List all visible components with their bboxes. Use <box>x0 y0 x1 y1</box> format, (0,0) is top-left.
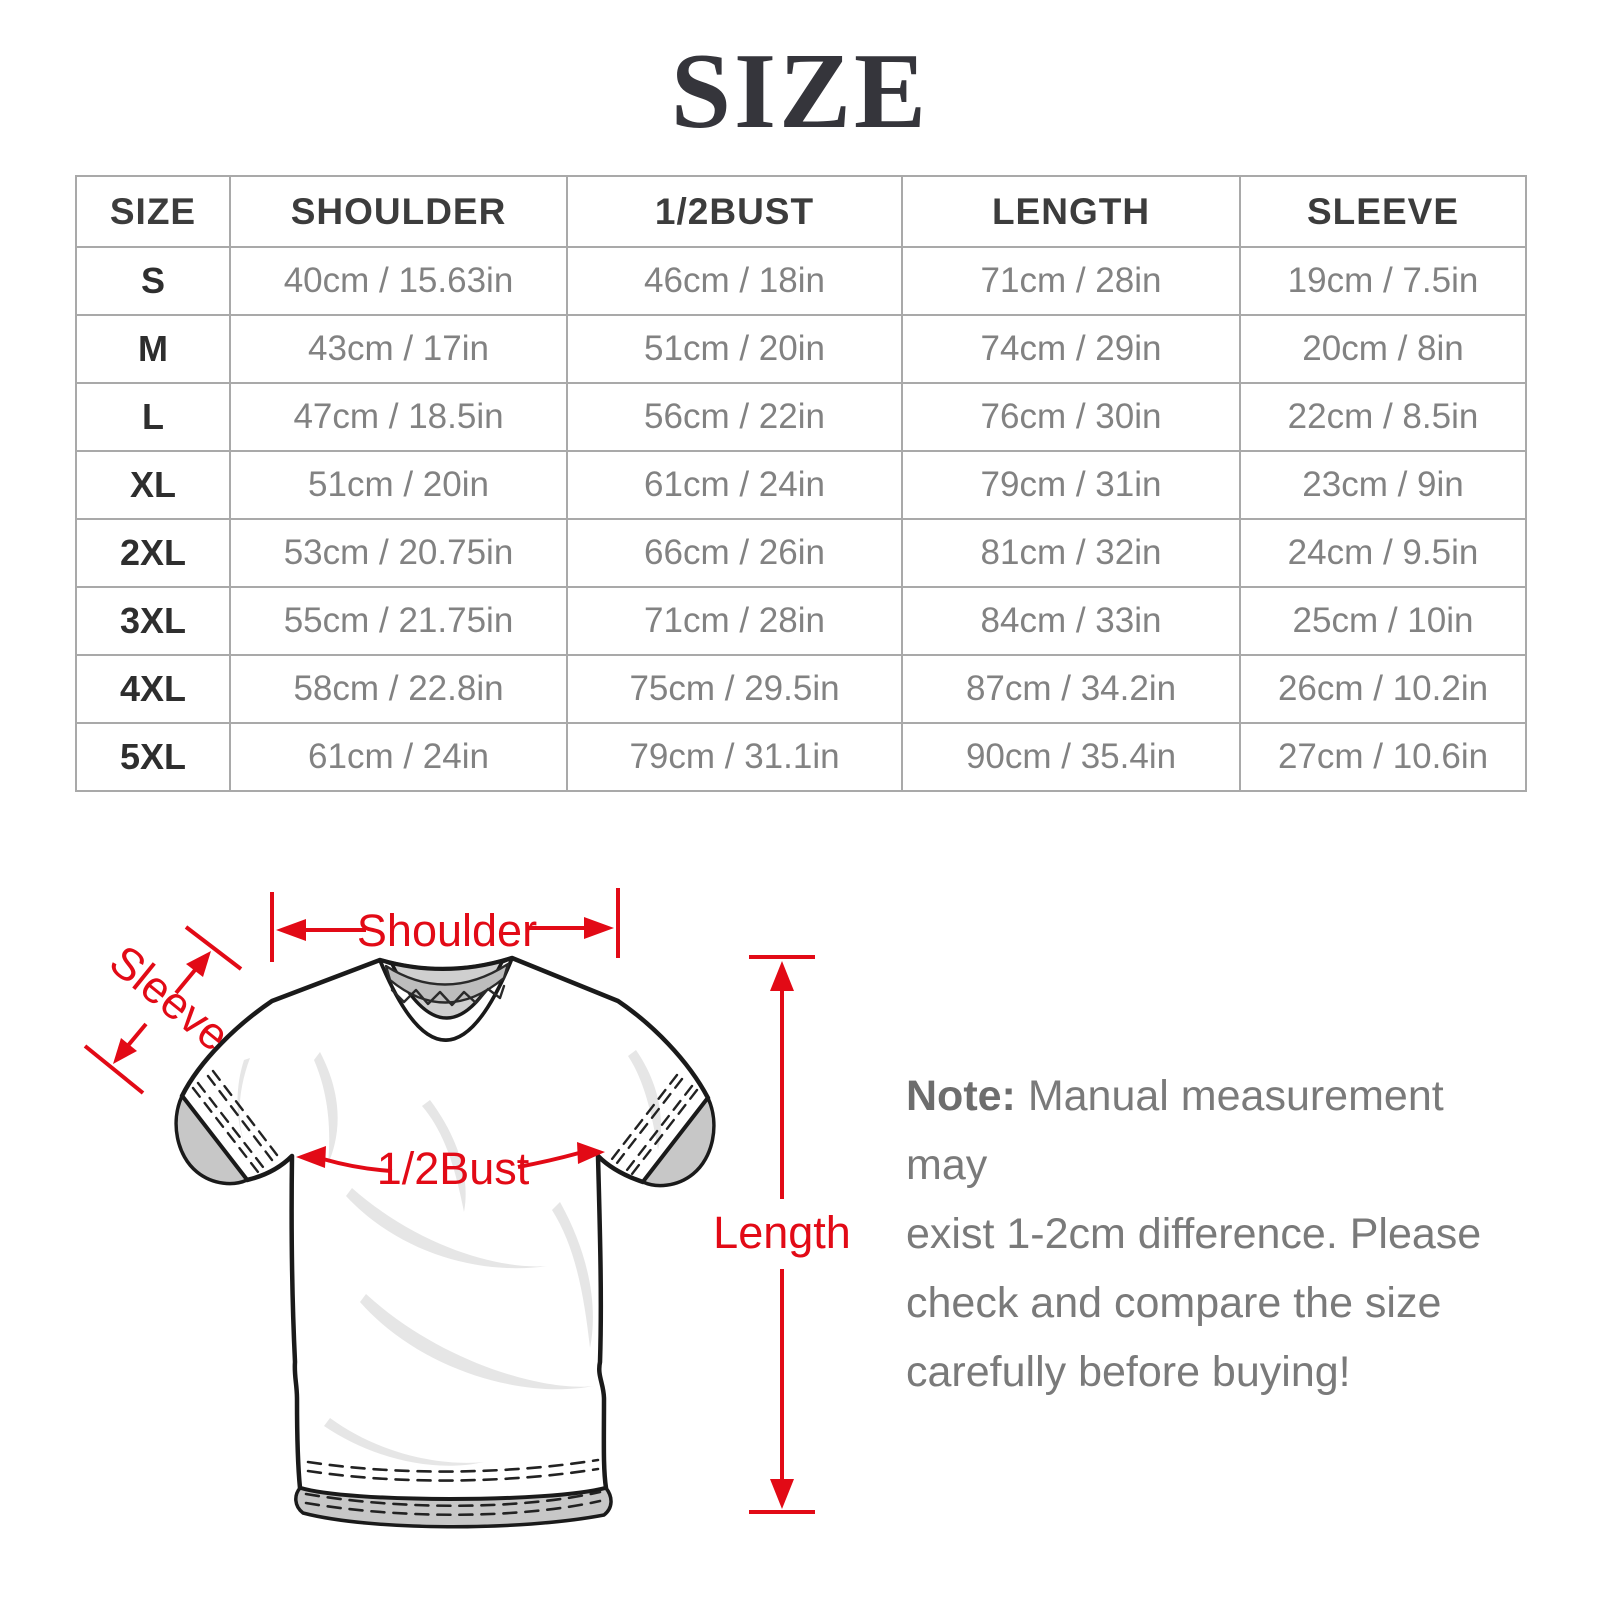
back-collar-rib-band <box>384 962 510 1004</box>
measurement-value: 79cm / 31in <box>901 450 1241 520</box>
length-label: Length <box>713 1207 851 1258</box>
measurement-value: 58cm / 22.8in <box>229 654 568 724</box>
length-annotation: Length <box>713 955 851 1514</box>
measurement-value: 81cm / 32in <box>901 518 1241 588</box>
measurement-value: 71cm / 28in <box>566 586 903 656</box>
sleeve-tick-bottom <box>83 1044 145 1095</box>
measurement-value: 87cm / 34.2in <box>901 654 1241 724</box>
right-cuff-opening <box>641 1096 716 1188</box>
measurement-value: 90cm / 35.4in <box>901 722 1241 792</box>
measurement-value: 23cm / 9in <box>1239 450 1527 520</box>
shoulder-arrowhead-right <box>584 917 614 939</box>
measurement-value: 19cm / 7.5in <box>1239 246 1527 316</box>
bust-label: 1/2Bust <box>377 1143 530 1194</box>
measurement-value: 51cm / 20in <box>229 450 568 520</box>
size-label: 4XL <box>75 654 231 724</box>
column-header-bust: 1/2BUST <box>566 175 903 248</box>
measurement-value: 26cm / 10.2in <box>1239 654 1527 724</box>
length-arrowhead-up <box>770 961 794 991</box>
size-table: SIZE SHOULDER 1/2BUST LENGTH SLEEVE S 40… <box>75 175 1527 792</box>
measurement-value: 20cm / 8in <box>1239 314 1527 384</box>
table-row-2xl: 2XL 53cm / 20.75in 66cm / 26in 81cm / 32… <box>75 518 1527 588</box>
size-label: 3XL <box>75 586 231 656</box>
shoulder-annotation: Shoulder <box>270 888 620 962</box>
bust-arrowhead-right <box>577 1142 605 1164</box>
size-label: 2XL <box>75 518 231 588</box>
table-header-row: SIZE SHOULDER 1/2BUST LENGTH SLEEVE <box>75 175 1527 248</box>
measurement-value: 56cm / 22in <box>566 382 903 452</box>
size-label: L <box>75 382 231 452</box>
measurement-value: 25cm / 10in <box>1239 586 1527 656</box>
measurement-value: 46cm / 18in <box>566 246 903 316</box>
column-header-length: LENGTH <box>901 175 1241 248</box>
sleeve-arrowhead-down <box>113 1038 137 1064</box>
size-label: S <box>75 246 231 316</box>
sleeve-arrowhead-up <box>186 951 211 977</box>
shoulder-arrowhead-left <box>276 919 306 941</box>
note-line: exist 1-2cm difference. Please <box>906 1210 1482 1258</box>
measurement-value: 51cm / 20in <box>566 314 903 384</box>
sleeve-tick-top <box>184 925 243 971</box>
column-header-shoulder: SHOULDER <box>229 175 568 248</box>
cuff-stitching <box>191 1069 699 1176</box>
page-title: SIZE <box>670 32 930 151</box>
measurement-value: 75cm / 29.5in <box>566 654 903 724</box>
measurement-value: 61cm / 24in <box>229 722 568 792</box>
table-row-s: S 40cm / 15.63in 46cm / 18in 71cm / 28in… <box>75 246 1527 316</box>
length-arrowhead-down <box>770 1479 794 1509</box>
measurement-value: 47cm / 18.5in <box>229 382 568 452</box>
size-label: XL <box>75 450 231 520</box>
measurement-value: 53cm / 20.75in <box>229 518 568 588</box>
measurement-value: 76cm / 30in <box>901 382 1241 452</box>
note-label: Note: <box>906 1072 1016 1120</box>
bust-annotation: 1/2Bust <box>296 1142 605 1194</box>
front-collar-band <box>378 956 514 1042</box>
column-header-size: SIZE <box>75 175 231 248</box>
table-row-4xl: 4XL 58cm / 22.8in 75cm / 29.5in 87cm / 3… <box>75 654 1527 724</box>
measurement-value: 84cm / 33in <box>901 586 1241 656</box>
measurement-value: 79cm / 31.1in <box>566 722 903 792</box>
measurement-value: 27cm / 10.6in <box>1239 722 1527 792</box>
left-cuff-opening <box>174 1094 249 1186</box>
hem-stitching <box>304 1458 602 1517</box>
note-line: check and compare the size <box>906 1279 1442 1327</box>
table-row-3xl: 3XL 55cm / 21.75in 71cm / 28in 84cm / 33… <box>75 586 1527 656</box>
shoulder-label: Shoulder <box>357 905 537 956</box>
collar-zigzag-stitch <box>390 984 506 1007</box>
note-line: carefully before buying! <box>906 1348 1351 1396</box>
wrinkle-shading <box>237 1050 662 1466</box>
size-label: M <box>75 314 231 384</box>
measurement-value: 43cm / 17in <box>229 314 568 384</box>
measurement-value: 22cm / 8.5in <box>1239 382 1527 452</box>
measurement-value: 61cm / 24in <box>566 450 903 520</box>
hem-band <box>294 1486 613 1529</box>
measurement-value: 71cm / 28in <box>901 246 1241 316</box>
measurement-note: Note: Manual measurement may exist 1-2cm… <box>906 1062 1526 1407</box>
column-header-sleeve: SLEEVE <box>1239 175 1527 248</box>
measurement-value: 66cm / 26in <box>566 518 903 588</box>
size-label: 5XL <box>75 722 231 792</box>
table-row-5xl: 5XL 61cm / 24in 79cm / 31.1in 90cm / 35.… <box>75 722 1527 792</box>
table-row-l: L 47cm / 18.5in 56cm / 22in 76cm / 30in … <box>75 382 1527 452</box>
measurement-value: 40cm / 15.63in <box>229 246 568 316</box>
table-row-m: M 43cm / 17in 51cm / 20in 74cm / 29in 20… <box>75 314 1527 384</box>
note-line: Note: Manual measurement may <box>906 1072 1444 1189</box>
measurement-value: 55cm / 21.75in <box>229 586 568 656</box>
bust-arrowhead-left <box>296 1146 326 1168</box>
measurement-value: 74cm / 29in <box>901 314 1241 384</box>
table-row-xl: XL 51cm / 20in 61cm / 24in 79cm / 31in 2… <box>75 450 1527 520</box>
tshirt-drawing <box>174 955 716 1529</box>
measurement-value: 24cm / 9.5in <box>1239 518 1527 588</box>
